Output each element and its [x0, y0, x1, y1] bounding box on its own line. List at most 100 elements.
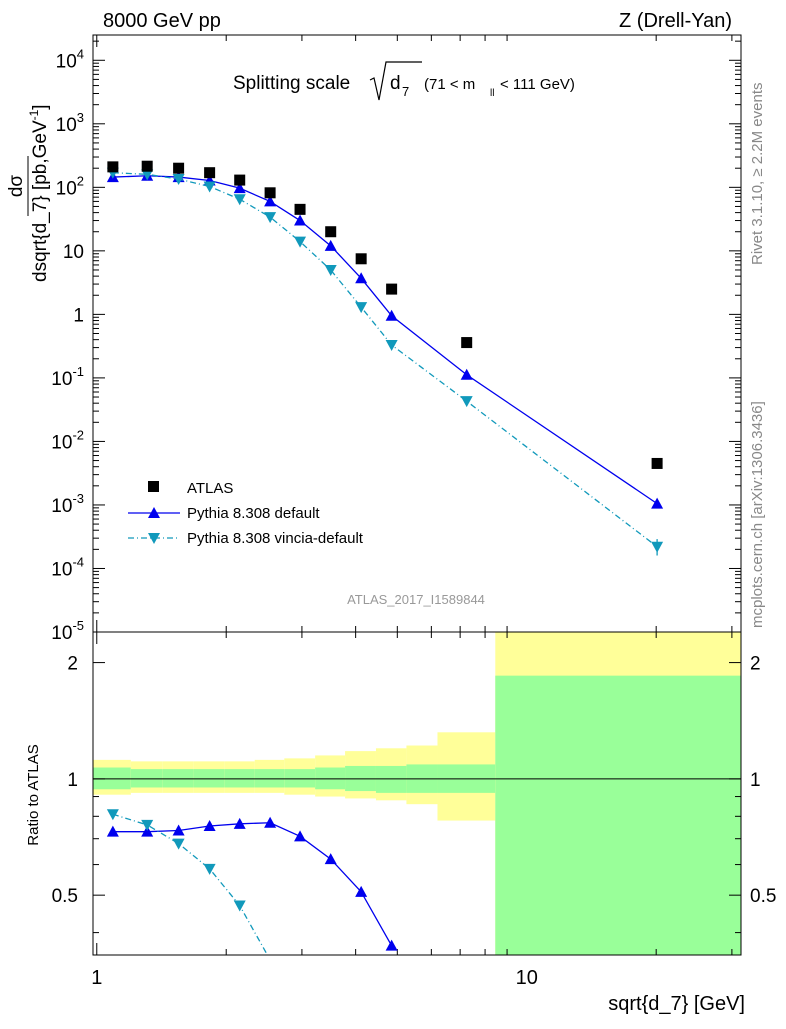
y-axis-label-main: dσ dsqrt{d_7} [pb,GeV-1]: [6, 104, 51, 282]
atlas-point-3: [204, 167, 216, 179]
series-1-point-9: [385, 309, 398, 321]
band-inner-2: [162, 769, 194, 788]
atlas-point-8: [355, 253, 367, 265]
ratio-2-point-1: [141, 819, 154, 831]
plot-title-range-a: (71 < m: [424, 76, 475, 93]
atlas-point-9: [386, 283, 398, 295]
x-axis-label: sqrt{d_7} [GeV]: [608, 993, 745, 1015]
atlas-point-11: [461, 337, 473, 349]
series-1-point-5: [264, 195, 277, 207]
series-2-point-9: [385, 339, 398, 351]
band-inner-6: [284, 769, 316, 788]
series-2-point-8: [355, 302, 368, 314]
atlas-point-1: [141, 160, 153, 172]
atlas-point-2: [173, 162, 185, 174]
series-2-point-2: [172, 174, 185, 186]
ry-tick-label-l-0: 0.5: [52, 886, 78, 907]
ratio-2-point-4: [233, 900, 246, 912]
ratio-1-point-3: [203, 820, 216, 832]
ratio-line-1: [112, 822, 393, 946]
y-tick-label-1: 10-4: [51, 554, 84, 580]
ry-tick-label-l-2: 2: [67, 654, 78, 675]
y-tick-label-8: 103: [56, 110, 84, 136]
legend: ATLAS Pythia 8.308 default Pythia 8.308 …: [128, 480, 364, 547]
ratio-1-point-6: [294, 830, 307, 842]
y-tick-label-3: 10-2: [51, 427, 84, 453]
ratio-1-point-8: [355, 885, 368, 897]
series-2-point-5: [264, 212, 277, 224]
plot-title-range-b: < 111 GeV): [500, 76, 575, 93]
legend-marker-atlas: [148, 481, 159, 492]
ratio-1-point-5: [264, 816, 277, 828]
analysis-watermark: ATLAS_2017_I1589844: [347, 592, 485, 607]
legend-marker-default: [148, 507, 160, 518]
series-line-1: [112, 175, 658, 505]
y-label-num: dσ: [6, 175, 27, 198]
series-1-point-11: [460, 368, 473, 380]
legend-label-default: Pythia 8.308 default: [187, 505, 320, 522]
legend-marker-vincia: [148, 533, 160, 544]
plot-title-prefix: Splitting scale: [233, 73, 350, 94]
x-tick-label-0: 1: [91, 967, 102, 989]
header-left: 8000 GeV pp: [103, 10, 221, 32]
atlas-point-7: [325, 226, 337, 238]
ratio-1-point-2: [172, 824, 185, 836]
ry-tick-label-l-1: 1: [67, 770, 78, 791]
series-2-point-4: [233, 194, 246, 206]
y-tick-label-2: 10-3: [51, 491, 84, 517]
ratio-2-point-2: [172, 838, 185, 850]
ratio-1-point-1: [141, 825, 154, 837]
plot-title-sub: 7: [402, 84, 409, 99]
y-tick-label-7: 102: [56, 173, 84, 199]
series-2-point-3: [203, 181, 216, 193]
plot-title-main: d: [390, 73, 401, 94]
band-inner-4: [224, 769, 255, 788]
plot-title: Splitting scale d 7 (71 < m ll < 111 GeV…: [233, 61, 575, 101]
ratio-plot: 1 10 0.5 0.5 1 1 2 2: [52, 631, 776, 989]
series-2-point-7: [324, 264, 337, 276]
band-inner-9: [375, 765, 407, 793]
series-2-point-6: [294, 236, 307, 248]
y-label-den: dsqrt{d_7} [pb,GeV-1]: [27, 104, 51, 282]
y-tick-label-9: 104: [56, 46, 84, 72]
y-tick-label-0: 10-5: [51, 618, 84, 644]
ratio-1-point-4: [233, 817, 246, 829]
ry-tick-label-r-1: 1: [750, 770, 761, 791]
sqrt-sign: [369, 61, 422, 101]
band-inner-1: [130, 769, 163, 788]
ratio-1-point-7: [324, 853, 337, 865]
ratio-line-2: [112, 813, 269, 955]
band-inner-5: [254, 769, 285, 788]
band-inner-3: [193, 769, 225, 788]
y-axis-label-ratio: Ratio to ATLAS: [25, 744, 42, 845]
atlas-point-12: [651, 457, 663, 469]
ratio-1-point-0: [106, 825, 119, 837]
main-plot: 10-5 10-4 10-3 10-2 10-1 1 10 102 103 104: [51, 34, 742, 644]
ratio-frame: [92, 631, 742, 956]
series-1-point-12: [651, 497, 664, 509]
legend-label-vincia: Pythia 8.308 vincia-default: [187, 530, 364, 547]
ratio-1-point-9: [385, 939, 398, 951]
y-tick-label-5: 1: [73, 305, 84, 326]
y-tick-label-6: 10: [63, 242, 84, 263]
ratio-2-point-0: [106, 809, 119, 821]
series-1-point-4: [233, 182, 246, 194]
band-inner-12: [495, 675, 741, 955]
atlas-point-5: [264, 187, 276, 199]
plot-title-range-sub: ll: [490, 88, 494, 99]
rivet-label: Rivet 3.1.10, ≥ 2.2M events: [749, 83, 766, 266]
series-2-point-11: [460, 396, 473, 408]
atlas-point-4: [234, 174, 246, 186]
ratio-2-point-3: [203, 863, 216, 875]
series-1-point-8: [355, 272, 368, 284]
y-tick-label-4: 10-1: [51, 364, 84, 390]
legend-label-atlas: ATLAS: [187, 480, 233, 497]
series-1-point-7: [324, 239, 337, 251]
atlas-point-0: [107, 161, 119, 173]
header-right: Z (Drell-Yan): [619, 10, 732, 32]
ry-tick-label-r-2: 2: [750, 654, 761, 675]
series-line-2: [112, 172, 658, 548]
series-2-point-1: [141, 169, 154, 181]
series-1-point-6: [294, 214, 307, 226]
